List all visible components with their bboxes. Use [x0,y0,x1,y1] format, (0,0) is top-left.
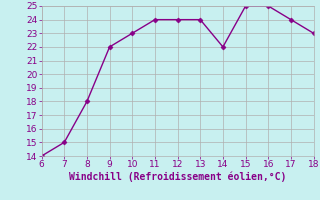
X-axis label: Windchill (Refroidissement éolien,°C): Windchill (Refroidissement éolien,°C) [69,172,286,182]
